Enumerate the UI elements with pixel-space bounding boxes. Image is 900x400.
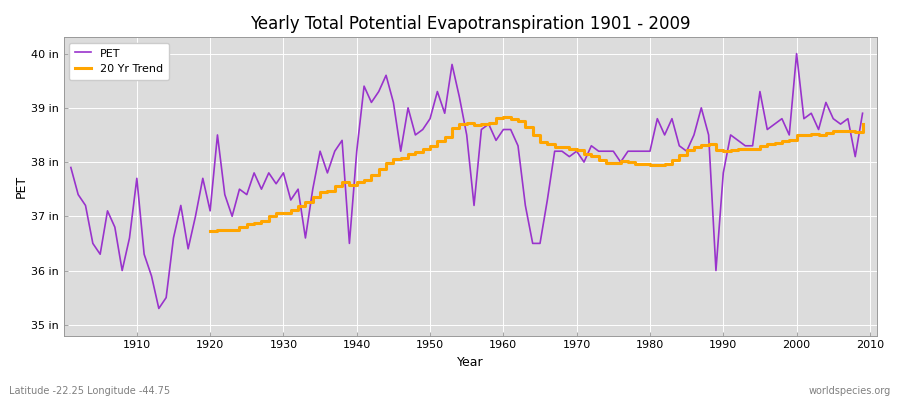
20 Yr Trend [292,203,303,208]
20 Yr Trend [754,143,765,148]
Text: worldspecies.org: worldspecies.org [809,386,891,396]
20 Yr Trend [770,140,780,145]
20 Yr Trend [857,122,868,127]
Title: Yearly Total Potential Evapotranspiration 1901 - 2009: Yearly Total Potential Evapotranspiratio… [250,15,690,33]
PET [498,127,508,132]
PET [337,138,347,143]
PET [153,306,164,311]
Line: PET: PET [71,54,862,308]
Y-axis label: PET: PET [15,175,28,198]
Legend: PET, 20 Yr Trend: PET, 20 Yr Trend [69,43,169,80]
20 Yr Trend [498,114,508,119]
20 Yr Trend [204,229,215,234]
PET [857,111,868,116]
PET [124,236,135,240]
20 Yr Trend [667,158,678,162]
PET [292,187,303,192]
Line: 20 Yr Trend: 20 Yr Trend [210,116,862,231]
Text: Latitude -22.25 Longitude -44.75: Latitude -22.25 Longitude -44.75 [9,386,170,396]
X-axis label: Year: Year [457,356,483,369]
PET [505,127,516,132]
20 Yr Trend [402,151,413,156]
20 Yr Trend [835,128,846,133]
PET [791,51,802,56]
PET [593,149,604,154]
PET [66,165,77,170]
